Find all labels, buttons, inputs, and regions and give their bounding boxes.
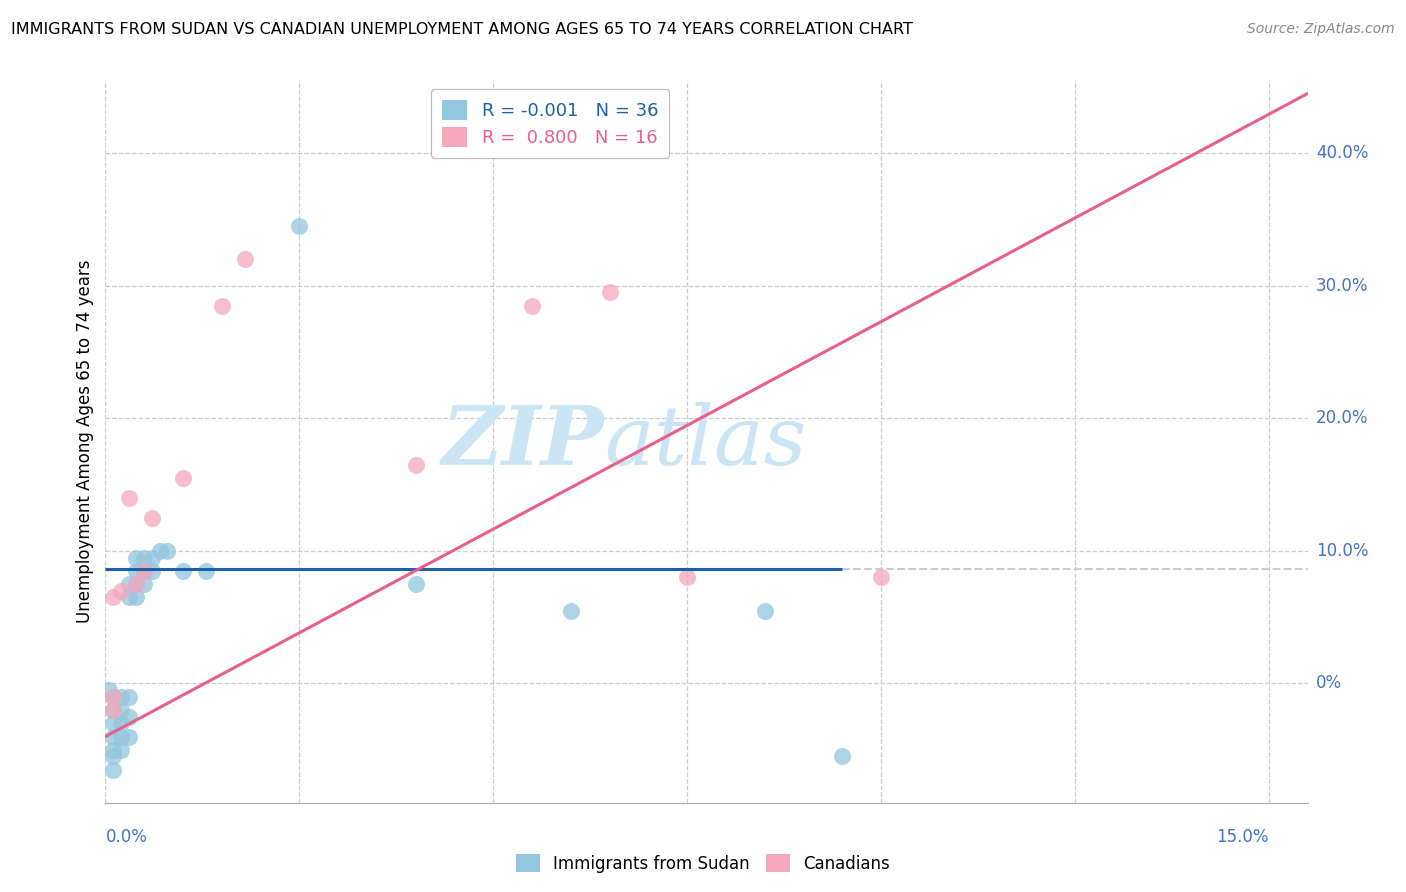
Point [125, 577, 148, 591]
Text: 0%: 0% [1316, 674, 1343, 692]
Point [195, 564, 218, 578]
Point [103, 591, 125, 605]
Point [125, 550, 148, 565]
Point [211, 299, 233, 313]
Point [141, 564, 163, 578]
Point [560, 603, 582, 617]
Point [103, 703, 125, 717]
Point [141, 550, 163, 565]
Point [103, 749, 125, 764]
Point [156, 544, 179, 558]
Point [149, 544, 172, 558]
Point [134, 577, 156, 591]
Text: 30.0%: 30.0% [1316, 277, 1368, 294]
Point [754, 603, 776, 617]
Point [103, 690, 125, 704]
Text: atlas: atlas [605, 401, 807, 482]
Point [172, 564, 194, 578]
Point [676, 570, 699, 584]
Point [141, 510, 163, 524]
Point [110, 703, 132, 717]
Text: 40.0%: 40.0% [1316, 145, 1368, 162]
Text: 15.0%: 15.0% [1216, 828, 1268, 846]
Point [103, 703, 125, 717]
Point [870, 570, 893, 584]
Point [125, 564, 148, 578]
Legend: Immigrants from Sudan, Canadians: Immigrants from Sudan, Canadians [509, 847, 897, 880]
Text: Source: ZipAtlas.com: Source: ZipAtlas.com [1247, 22, 1395, 37]
Point [134, 564, 156, 578]
Text: 10.0%: 10.0% [1316, 542, 1368, 560]
Point [118, 591, 141, 605]
Point [103, 730, 125, 744]
Point [110, 690, 132, 704]
Point [233, 252, 256, 267]
Point [134, 564, 156, 578]
Text: IMMIGRANTS FROM SUDAN VS CANADIAN UNEMPLOYMENT AMONG AGES 65 TO 74 YEARS CORRELA: IMMIGRANTS FROM SUDAN VS CANADIAN UNEMPL… [11, 22, 912, 37]
Text: ZIP: ZIP [441, 401, 605, 482]
Legend: R = -0.001   N = 36, R =  0.800   N = 16: R = -0.001 N = 36, R = 0.800 N = 16 [432, 89, 669, 158]
Point [110, 730, 132, 744]
Point [110, 743, 132, 757]
Point [103, 763, 125, 777]
Point [405, 577, 427, 591]
Point [110, 583, 132, 598]
Point [103, 743, 125, 757]
Point [103, 716, 125, 731]
Point [172, 471, 194, 485]
Point [118, 709, 141, 723]
Point [118, 690, 141, 704]
Point [125, 591, 148, 605]
Point [831, 749, 853, 764]
Point [110, 716, 132, 731]
Text: 20.0%: 20.0% [1316, 409, 1368, 427]
Point [98, 683, 121, 698]
Point [405, 458, 427, 472]
Y-axis label: Unemployment Among Ages 65 to 74 years: Unemployment Among Ages 65 to 74 years [76, 260, 94, 624]
Text: 0.0%: 0.0% [105, 828, 148, 846]
Point [125, 577, 148, 591]
Point [103, 690, 125, 704]
Point [118, 491, 141, 505]
Point [118, 730, 141, 744]
Point [134, 550, 156, 565]
Point [520, 299, 543, 313]
Point [599, 285, 621, 300]
Point [118, 577, 141, 591]
Point [288, 219, 311, 233]
